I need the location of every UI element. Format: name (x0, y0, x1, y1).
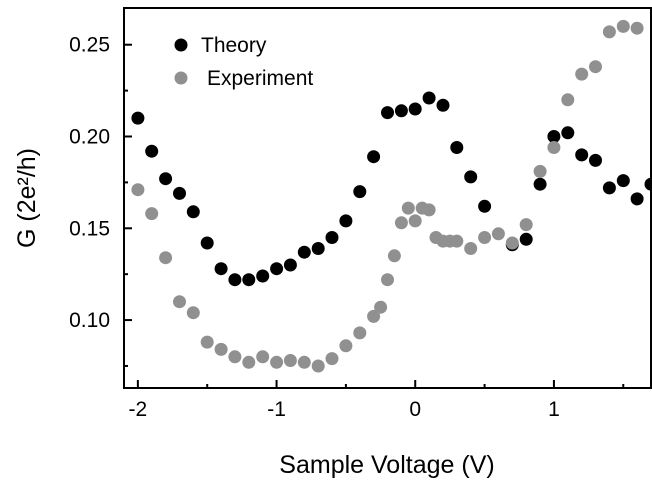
experiment-point-42 (630, 21, 644, 35)
experiment-point-39 (589, 60, 602, 74)
experiment-point-15 (339, 339, 353, 353)
legend: Theory Experiment (174, 34, 313, 90)
theory-point-9 (256, 269, 270, 283)
x-tick-label-2: 0 (409, 398, 421, 421)
experiment-point-12 (297, 355, 311, 369)
theory-point-31 (575, 148, 589, 162)
experiment-point-4 (186, 306, 200, 320)
theory-point-27 (519, 232, 533, 246)
theory-point-5 (200, 236, 214, 250)
theory-point-21 (422, 91, 436, 105)
experiment-point-22 (401, 201, 415, 215)
experiment-point-31 (478, 231, 492, 244)
theory-point-12 (297, 245, 311, 259)
x-axis-ticks: -2 -1 0 1 (129, 380, 625, 421)
theory-point-19 (394, 104, 408, 118)
experiment-point-0 (131, 183, 145, 197)
experiment-point-11 (283, 354, 297, 367)
y-tick-label-3: 0.25 (69, 34, 110, 57)
theory-point-11 (283, 258, 297, 272)
theory-point-22 (436, 98, 450, 112)
theory-point-14 (325, 231, 339, 244)
x-axis-title: Sample Voltage (V) (279, 451, 494, 479)
experiment-point-20 (387, 249, 401, 263)
experiment-point-3 (173, 295, 186, 309)
x-tick-label-0: -2 (129, 398, 148, 421)
experiment-point-8 (242, 355, 256, 369)
experiment-point-38 (575, 67, 589, 81)
experiment-point-35 (533, 164, 547, 178)
experiment-point-5 (200, 335, 214, 349)
experiment-point-33 (505, 236, 519, 250)
y-tick-label-0: 0.10 (69, 309, 110, 332)
theory-point-4 (186, 205, 200, 219)
experiment-point-19 (381, 273, 394, 287)
theory-point-6 (214, 262, 228, 276)
theory-point-33 (602, 181, 616, 195)
theory-point-23 (450, 141, 464, 154)
legend-marker-theory (174, 38, 188, 52)
experiment-point-23 (408, 214, 422, 228)
theory-point-34 (616, 174, 630, 188)
experiment-point-16 (353, 326, 367, 340)
x-tick-label-1: -1 (267, 398, 286, 421)
y-axis-ticks: 0.10 0.15 0.20 0.25 (69, 34, 132, 367)
experiment-point-2 (159, 251, 173, 265)
experiment-point-7 (228, 350, 242, 364)
legend-label-experiment: Experiment (207, 67, 313, 90)
theory-point-18 (381, 106, 394, 120)
theory-point-25 (478, 199, 492, 213)
experiment-point-32 (491, 227, 505, 241)
theory-point-8 (242, 273, 256, 287)
series-experiment (131, 19, 644, 373)
theory-point-16 (353, 185, 367, 199)
theory-point-20 (408, 102, 422, 116)
x-tick-label-3: 1 (548, 398, 560, 421)
experiment-point-10 (270, 355, 284, 369)
theory-point-24 (464, 170, 478, 184)
theory-point-35 (630, 192, 644, 206)
series-theory (131, 91, 652, 287)
experiment-point-1 (145, 207, 159, 221)
experiment-point-14 (325, 352, 339, 366)
experiment-point-18 (374, 300, 388, 314)
theory-point-1 (145, 144, 159, 158)
experiment-point-9 (256, 350, 270, 364)
experiment-point-21 (394, 216, 408, 230)
legend-label-theory: Theory (201, 34, 267, 57)
theory-point-28 (533, 177, 547, 191)
theory-point-17 (367, 150, 381, 164)
experiment-point-34 (519, 218, 533, 232)
experiment-point-6 (214, 342, 228, 356)
theory-point-13 (311, 242, 325, 255)
experiment-point-40 (602, 25, 616, 39)
theory-point-0 (131, 111, 145, 125)
theory-point-30 (561, 126, 575, 140)
theory-point-2 (159, 172, 173, 186)
experiment-point-30 (464, 242, 478, 255)
experiment-point-17 (367, 309, 381, 323)
theory-point-7 (228, 273, 242, 287)
y-tick-label-1: 0.15 (69, 217, 110, 240)
theory-point-32 (589, 153, 602, 167)
theory-point-15 (339, 214, 353, 228)
theory-point-3 (173, 186, 186, 200)
theory-point-10 (270, 262, 284, 276)
data-points (131, 19, 652, 373)
y-axis-title: G (2e²/h) (13, 148, 41, 248)
theory-point-29 (547, 130, 561, 143)
experiment-point-13 (311, 359, 325, 373)
experiment-point-37 (561, 93, 575, 107)
y-tick-label-2: 0.20 (69, 126, 110, 149)
plot-frame (123, 7, 652, 389)
experiment-point-29 (450, 234, 464, 248)
experiment-point-25 (422, 203, 436, 217)
experiment-point-36 (547, 141, 561, 154)
experiment-point-41 (616, 19, 630, 33)
legend-marker-experiment (174, 71, 188, 85)
